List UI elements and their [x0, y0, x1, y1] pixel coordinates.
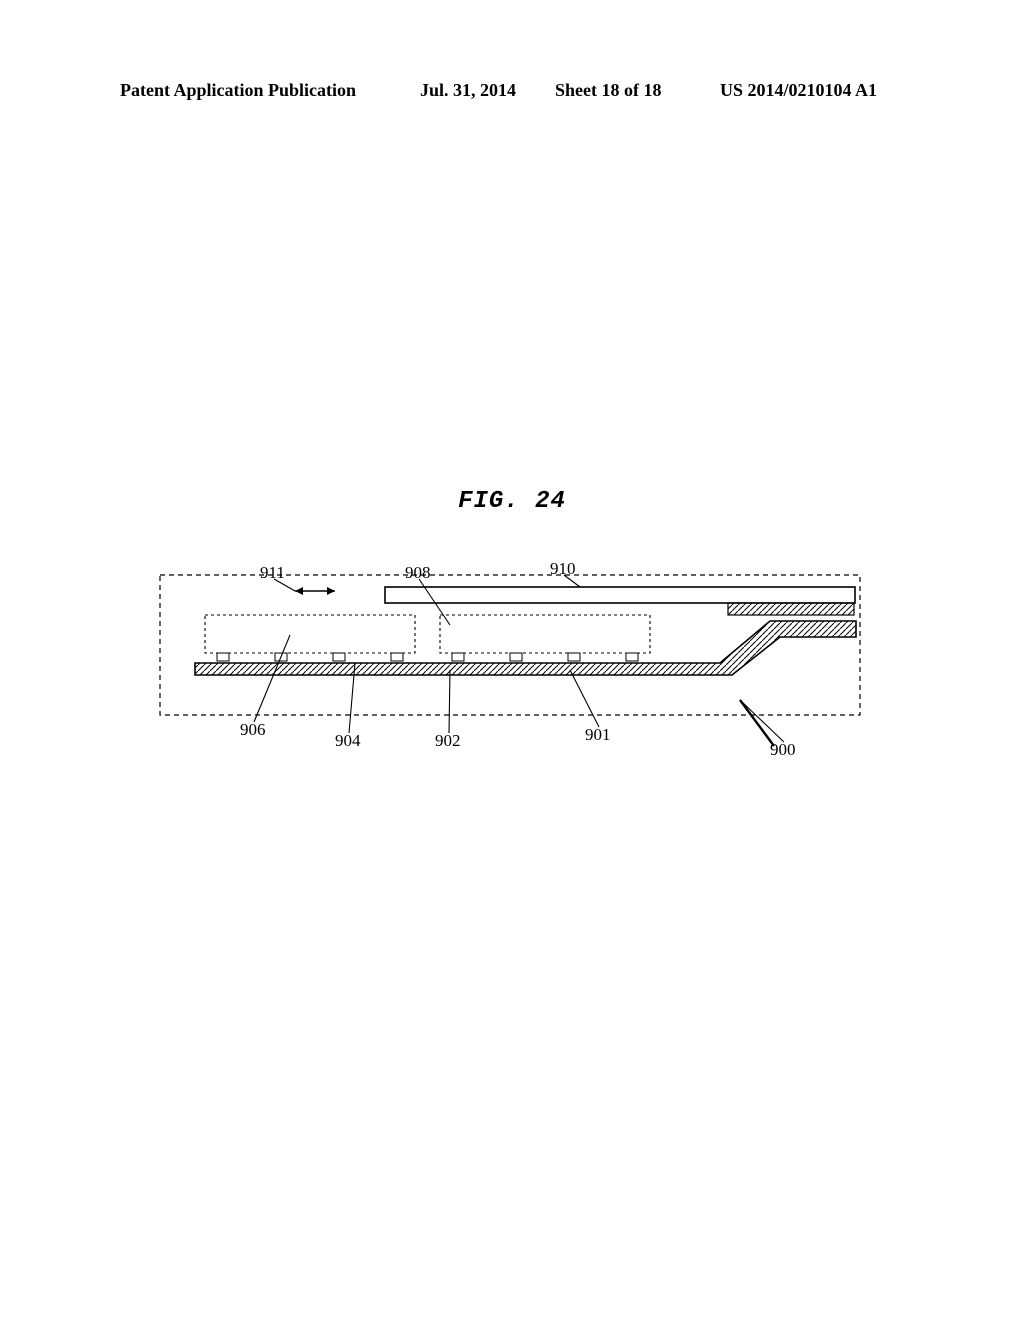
header-date: Jul. 31, 2014: [420, 80, 516, 101]
figure-24: 911 908 910 906 904 902 901 900: [150, 545, 870, 765]
ref-901: 901: [585, 725, 611, 745]
ref-911: 911: [260, 563, 285, 583]
ref-910: 910: [550, 559, 576, 579]
header-publication: Patent Application Publication: [120, 80, 356, 101]
ref-904: 904: [335, 731, 361, 751]
ref-906: 906: [240, 720, 266, 740]
ref-908: 908: [405, 563, 431, 583]
header-docnum: US 2014/0210104 A1: [720, 80, 877, 101]
header-sheet: Sheet 18 of 18: [555, 80, 662, 101]
ref-900: 900: [770, 740, 796, 760]
ref-902: 902: [435, 731, 461, 751]
figure-title: FIG. 24: [0, 488, 1024, 515]
